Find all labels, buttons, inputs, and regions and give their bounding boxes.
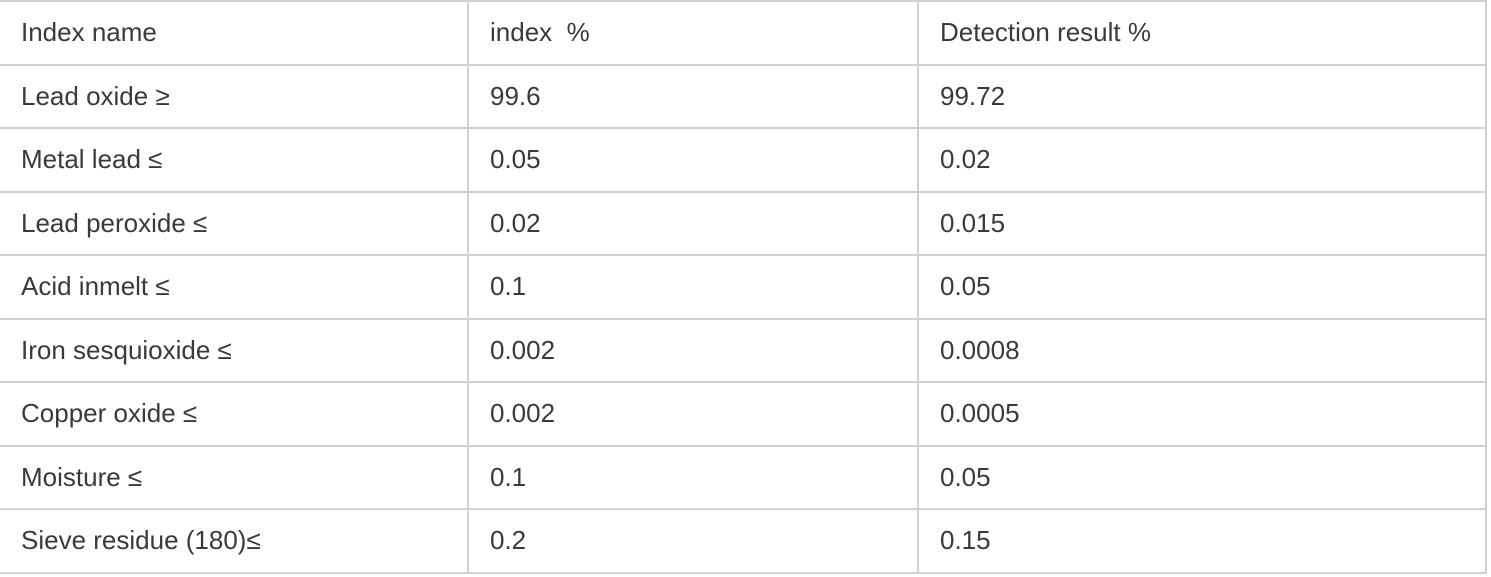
column-header-detection-result-pct: Detection result % xyxy=(917,0,1487,66)
cell-index-value: 0.002 xyxy=(467,317,919,383)
cell-index-value: 99.6 xyxy=(467,63,919,129)
cell-detection-result: 0.15 xyxy=(917,508,1487,574)
cell-detection-result: 0.015 xyxy=(917,190,1487,256)
cell-detection-result: 0.05 xyxy=(917,254,1487,320)
table-row: Sieve residue (180)≤ 0.2 0.15 xyxy=(0,508,1487,574)
cell-index-value: 0.002 xyxy=(467,381,919,447)
cell-index-value: 0.1 xyxy=(467,444,919,510)
table-row: Acid inmelt ≤ 0.1 0.05 xyxy=(0,254,1487,320)
column-header-index-name: Index name xyxy=(0,0,469,66)
table-header: Index name index % Detection result % xyxy=(0,0,1487,66)
cell-index-name: Iron sesquioxide ≤ xyxy=(0,317,469,383)
cell-detection-result: 0.02 xyxy=(917,127,1487,193)
cell-index-value: 0.1 xyxy=(467,254,919,320)
cell-index-name: Sieve residue (180)≤ xyxy=(0,508,469,574)
cell-index-value: 0.02 xyxy=(467,190,919,256)
cell-index-value: 0.05 xyxy=(467,127,919,193)
table-row: Iron sesquioxide ≤ 0.002 0.0008 xyxy=(0,317,1487,383)
cell-index-name: Acid inmelt ≤ xyxy=(0,254,469,320)
table-row: Metal lead ≤ 0.05 0.02 xyxy=(0,127,1487,193)
cell-index-name: Lead peroxide ≤ xyxy=(0,190,469,256)
table-row: Lead peroxide ≤ 0.02 0.015 xyxy=(0,190,1487,256)
cell-detection-result: 0.0008 xyxy=(917,317,1487,383)
cell-index-name: Copper oxide ≤ xyxy=(0,381,469,447)
cell-index-name: Metal lead ≤ xyxy=(0,127,469,193)
cell-index-name: Moisture ≤ xyxy=(0,444,469,510)
table-row: Moisture ≤ 0.1 0.05 xyxy=(0,444,1487,510)
table-row: Copper oxide ≤ 0.002 0.0005 xyxy=(0,381,1487,447)
cell-index-name: Lead oxide ≥ xyxy=(0,63,469,129)
table-row: Lead oxide ≥ 99.6 99.72 xyxy=(0,63,1487,129)
table-body: Lead oxide ≥ 99.6 99.72 Metal lead ≤ 0.0… xyxy=(0,63,1487,574)
column-header-index-pct: index % xyxy=(467,0,919,66)
header-row: Index name index % Detection result % xyxy=(0,0,1487,66)
cell-index-value: 0.2 xyxy=(467,508,919,574)
cell-detection-result: 0.05 xyxy=(917,444,1487,510)
cell-detection-result: 0.0005 xyxy=(917,381,1487,447)
cell-detection-result: 99.72 xyxy=(917,63,1487,129)
